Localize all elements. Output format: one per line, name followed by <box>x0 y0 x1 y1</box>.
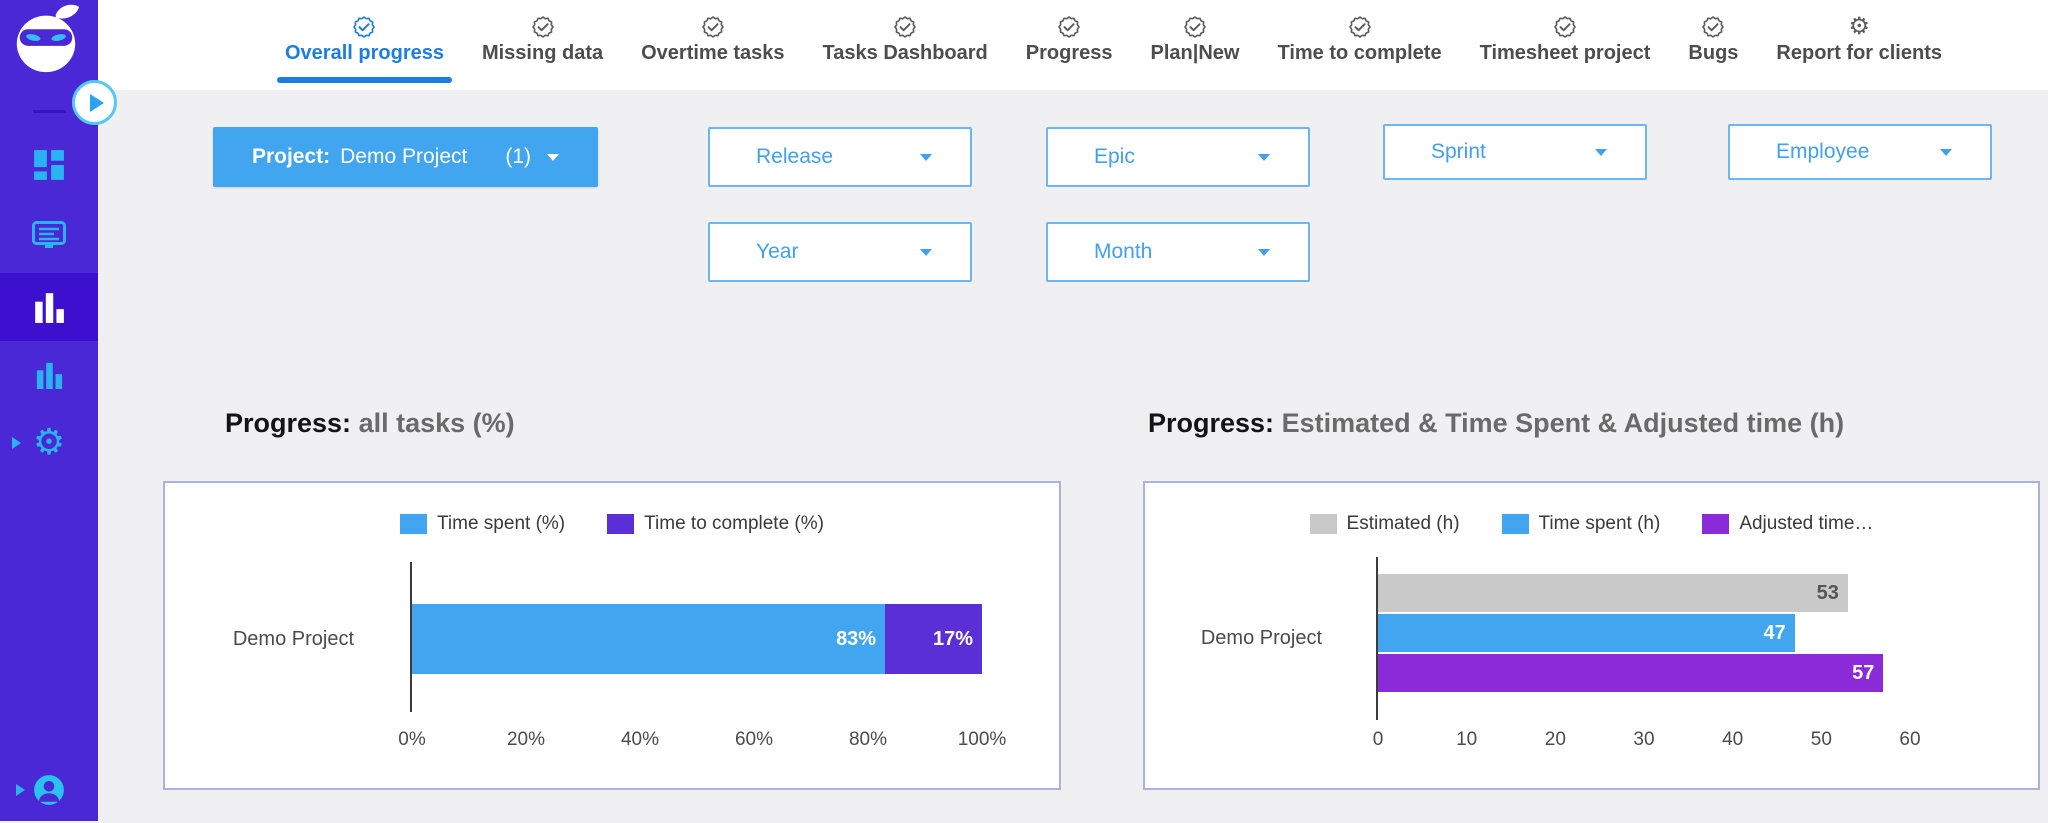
seal-check-icon <box>1183 14 1207 39</box>
sidebar-item-reports-active[interactable] <box>0 273 98 341</box>
bar-chart-icon <box>35 293 64 323</box>
dashboard-grid-icon <box>34 150 64 180</box>
chevron-down-icon <box>547 153 560 161</box>
legend-swatch <box>607 514 635 534</box>
employee-filter-dropdown[interactable]: Employee <box>1728 124 1992 180</box>
legend-item-time-spent: Time spent (h) <box>1501 513 1660 535</box>
seal-check-icon <box>1057 14 1081 39</box>
legend-item-time-to-complete: Time to complete (%) <box>607 513 824 535</box>
seal-check-icon <box>701 14 725 39</box>
month-filter-dropdown[interactable]: Month <box>1046 222 1310 282</box>
y-axis-line <box>1376 557 1378 720</box>
chart-legend: Estimated (h) Time spent (h) Adjusted ti… <box>1145 513 2038 535</box>
project-filter-count: (1) <box>505 145 532 168</box>
sidebar-expand-button[interactable] <box>72 80 117 125</box>
epic-filter-dropdown[interactable]: Epic <box>1046 127 1310 187</box>
tabs: Overall progress Missing data Overtime t… <box>98 0 2048 83</box>
category-label: Demo Project <box>1200 627 1322 649</box>
top-navigation: Overall progress Missing data Overtime t… <box>98 0 2048 90</box>
seal-check-icon <box>352 14 376 39</box>
gear-icon: ⚙ <box>1848 12 1870 40</box>
bar-adjusted-time[interactable]: 57 <box>1378 654 1884 692</box>
legend-swatch <box>1702 514 1730 534</box>
estimated-time-chart-card: Estimated (h) Time spent (h) Adjusted ti… <box>1143 481 2040 790</box>
legend-item-adjusted-time: Adjusted time… <box>1702 513 1873 535</box>
bar-chart-2-icon <box>36 362 63 389</box>
bar-row: 47 <box>1378 614 1910 652</box>
seal-check-icon <box>1553 14 1577 39</box>
seal-check-icon <box>893 14 917 39</box>
sidebar-item-settings[interactable]: ⚙ <box>0 410 98 476</box>
tab-progress[interactable]: Progress <box>1026 14 1113 83</box>
tab-plan-new[interactable]: Plan|New <box>1151 14 1239 83</box>
user-account-icon <box>34 775 64 805</box>
chevron-down-icon <box>920 153 932 161</box>
legend-item-time-spent: Time spent (%) <box>400 513 565 535</box>
ninja-logo-icon[interactable] <box>5 2 87 76</box>
progress-all-tasks-chart-card: Time spent (%) Time to complete (%) Demo… <box>163 481 1061 790</box>
tab-report-for-clients[interactable]: ⚙ Report for clients <box>1776 12 1942 65</box>
sidebar: ⚙ <box>0 0 117 823</box>
sprint-filter-dropdown[interactable]: Sprint <box>1383 124 1647 180</box>
main-area: Overall progress Missing data Overtime t… <box>98 0 2048 821</box>
release-filter-dropdown[interactable]: Release <box>708 127 972 187</box>
expand-right-icon <box>12 437 21 449</box>
chevron-down-icon <box>1258 248 1270 256</box>
sidebar-item-account[interactable] <box>0 757 98 823</box>
tab-overtime-tasks[interactable]: Overtime tasks <box>641 14 785 83</box>
legend-item-estimated: Estimated (h) <box>1309 513 1460 535</box>
chevron-down-icon <box>920 248 932 256</box>
project-filter-value: Demo Project <box>340 145 468 168</box>
sidebar-item-analytics[interactable] <box>0 342 98 408</box>
expand-right-icon <box>16 784 25 796</box>
x-axis-ticks: 0% 20% 40% 60% 80% 100% <box>398 729 1007 750</box>
board-icon <box>32 221 66 248</box>
left-chart-title: Progress: all tasks (%) <box>225 408 515 438</box>
tab-missing-data[interactable]: Missing data <box>482 14 603 83</box>
chart-legend: Time spent (%) Time to complete (%) <box>165 513 1059 535</box>
seal-check-icon <box>1348 14 1372 39</box>
tab-overall-progress[interactable]: Overall progress <box>277 14 452 83</box>
year-filter-dropdown[interactable]: Year <box>708 222 972 282</box>
chevron-down-icon <box>1940 148 1952 156</box>
tab-tasks-dashboard[interactable]: Tasks Dashboard <box>823 14 988 83</box>
legend-swatch <box>1309 514 1337 534</box>
bar-time-spent[interactable]: 47 <box>1378 614 1795 652</box>
tab-timesheet-project[interactable]: Timesheet project <box>1480 14 1650 83</box>
play-arrow-icon <box>89 93 104 112</box>
sidebar-item-board[interactable] <box>0 202 98 268</box>
bar-time-spent[interactable]: 83% <box>412 604 886 674</box>
legend-swatch <box>1501 514 1529 534</box>
bar-estimated[interactable]: 53 <box>1378 574 1848 612</box>
bar-row: 53 <box>1378 574 1910 612</box>
legend-swatch <box>400 514 428 534</box>
chevron-down-icon <box>1595 148 1607 156</box>
project-filter-dropdown[interactable]: Project: Demo Project (1) <box>213 127 598 187</box>
tab-time-to-complete[interactable]: Time to complete <box>1277 14 1442 83</box>
y-axis-line <box>410 562 412 712</box>
tab-bugs[interactable]: Bugs <box>1688 14 1738 83</box>
bar-row: 57 <box>1378 654 1910 692</box>
x-axis-ticks: 0 10 20 30 40 50 60 <box>1372 729 1921 750</box>
chevron-down-icon <box>1258 153 1270 161</box>
sidebar-divider <box>33 110 66 113</box>
bar-time-to-complete[interactable]: 17% <box>885 604 982 674</box>
settings-gear-icon: ⚙ <box>32 422 66 463</box>
active-tab-underline <box>277 77 452 83</box>
seal-check-icon <box>531 14 555 39</box>
seal-check-icon <box>1701 14 1725 39</box>
right-chart-title: Progress: Estimated & Time Spent & Adjus… <box>1148 408 1845 438</box>
sidebar-item-dashboard[interactable] <box>0 132 98 198</box>
category-label: Demo Project <box>232 627 354 650</box>
stacked-bar: 83% 17% <box>412 604 982 674</box>
